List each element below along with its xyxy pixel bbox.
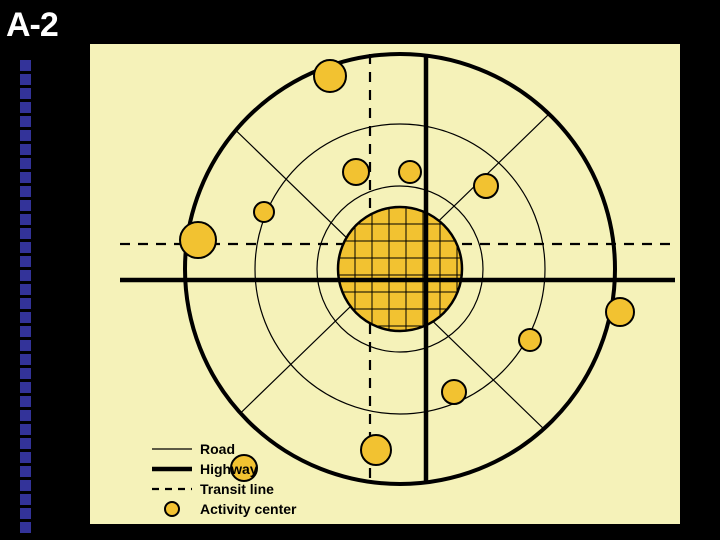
bullet-square (20, 508, 31, 519)
bullet-square (20, 326, 31, 337)
bullet-square (20, 284, 31, 295)
bullet-square (20, 424, 31, 435)
bullet-square (20, 522, 31, 533)
slide-title: Type II - Weak Center (92, 12, 333, 40)
bullet-square (20, 116, 31, 127)
bullet-square (20, 466, 31, 477)
legend-row: Activity center (150, 500, 296, 518)
activity-center (519, 329, 541, 351)
bullet-square (20, 340, 31, 351)
activity-center (361, 435, 391, 465)
legend-swatch (150, 500, 194, 518)
legend-row: Transit line (150, 480, 296, 498)
activity-center (442, 380, 466, 404)
bullet-square (20, 480, 31, 491)
activity-center (606, 298, 634, 326)
bullet-square (20, 186, 31, 197)
bullet-square (20, 158, 31, 169)
legend-swatch (150, 460, 194, 478)
bullet-square (20, 172, 31, 183)
activity-center (254, 202, 274, 222)
legend-label: Transit line (200, 481, 274, 497)
bullet-square (20, 438, 31, 449)
bullet-square (20, 298, 31, 309)
activity-center (474, 174, 498, 198)
bullet-square (20, 242, 31, 253)
center-activity-area (338, 207, 462, 331)
bullet-square (20, 130, 31, 141)
activity-center (343, 159, 369, 185)
bullet-square (20, 452, 31, 463)
legend-row: Road (150, 440, 296, 458)
bullet-square (20, 396, 31, 407)
bullet-square (20, 200, 31, 211)
legend-label: Highway (200, 461, 258, 477)
legend: Road Highway Transit line Activity center (150, 440, 296, 520)
bullet-square (20, 60, 31, 71)
legend-label: Activity center (200, 501, 296, 517)
activity-center (399, 161, 421, 183)
bullet-square (20, 382, 31, 393)
bullet-square (20, 494, 31, 505)
bullet-square (20, 144, 31, 155)
bullet-square (20, 312, 31, 323)
bullet-square (20, 88, 31, 99)
legend-label: Road (200, 441, 235, 457)
slide-code: A-2 (6, 6, 58, 45)
bullet-square (20, 368, 31, 379)
bullet-square (20, 410, 31, 421)
bullet-square (20, 214, 31, 225)
bullet-square (20, 256, 31, 267)
bullet-square (20, 228, 31, 239)
activity-center (314, 60, 346, 92)
bullet-square (20, 354, 31, 365)
legend-swatch (150, 480, 194, 498)
legend-swatch (150, 440, 194, 458)
activity-center (180, 222, 216, 258)
bullet-square (20, 270, 31, 281)
legend-row: Highway (150, 460, 296, 478)
bullet-strip (20, 60, 31, 533)
bullet-square (20, 74, 31, 85)
bullet-square (20, 102, 31, 113)
